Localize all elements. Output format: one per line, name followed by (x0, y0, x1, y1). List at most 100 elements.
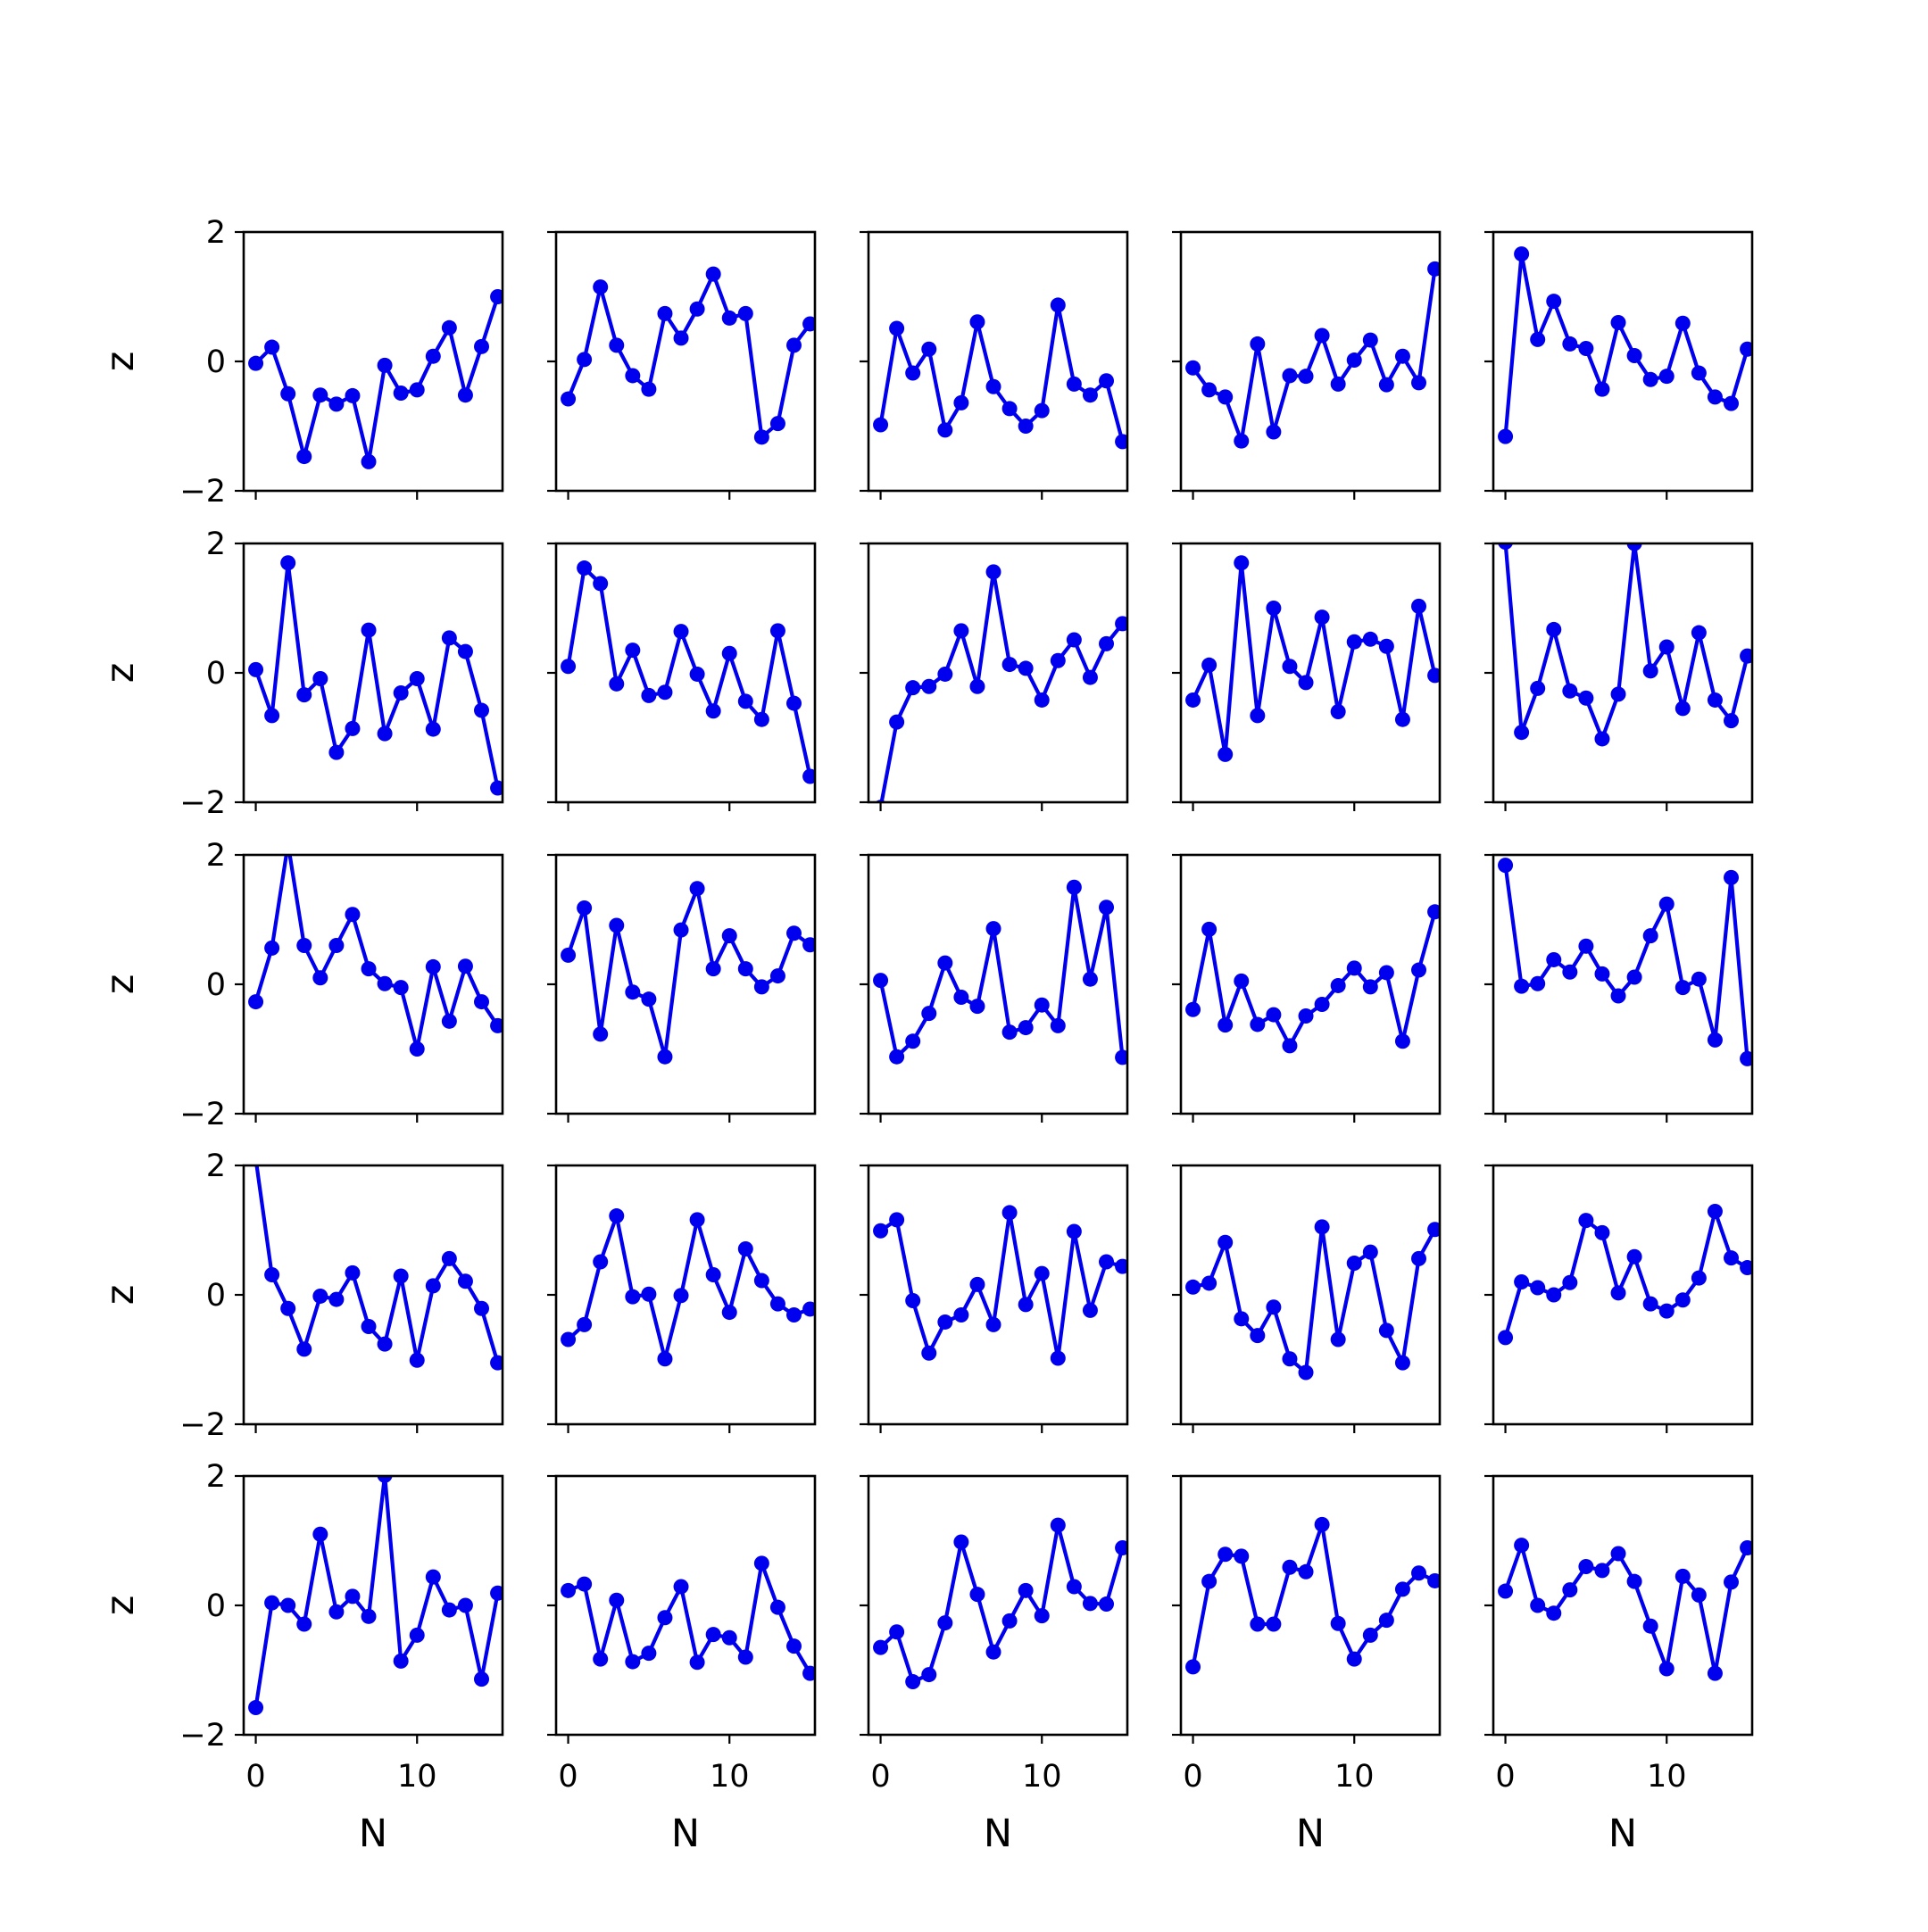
data-point-r4c2-11 (1050, 1517, 1066, 1533)
x-tick-label-r4c2-0: 0 (870, 1759, 890, 1795)
data-point-r2c1-1 (577, 900, 593, 916)
data-point-r4c3-8 (1314, 1516, 1330, 1532)
data-point-r3c4-4 (1562, 1274, 1578, 1290)
data-point-r1c3-15 (1427, 667, 1440, 684)
data-point-r3c4-11 (1675, 1292, 1691, 1308)
data-point-r0c2-10 (1034, 402, 1050, 419)
data-point-r3c0-10 (409, 1352, 425, 1368)
data-point-r4c3-6 (1282, 1559, 1298, 1575)
data-point-r3c2-12 (1066, 1223, 1082, 1240)
data-point-r3c1-5 (641, 1286, 657, 1302)
subplot-r0c2 (860, 230, 1129, 500)
series-r2c1 (561, 881, 815, 1065)
data-point-r1c4-2 (1530, 680, 1546, 696)
data-point-r4c0-3 (296, 1616, 312, 1632)
data-point-r0c4-8 (1626, 347, 1642, 363)
data-point-r2c0-5 (328, 938, 345, 953)
data-point-r3c4-2 (1530, 1280, 1546, 1296)
data-point-r4c4-0 (1498, 1583, 1514, 1599)
data-point-r3c2-13 (1082, 1302, 1098, 1318)
data-point-r2c1-5 (641, 991, 657, 1007)
data-point-r0c3-3 (1234, 433, 1250, 449)
series-r2c0 (248, 855, 503, 1057)
data-point-r0c2-8 (1001, 401, 1018, 417)
data-point-r1c0-3 (296, 687, 312, 703)
series-r0c3 (1185, 261, 1440, 449)
data-point-r3c3-6 (1282, 1351, 1298, 1367)
data-point-r4c2-10 (1034, 1608, 1050, 1624)
data-point-r4c4-8 (1626, 1573, 1642, 1589)
data-point-r3c4-7 (1610, 1285, 1626, 1301)
data-point-r4c2-5 (953, 1534, 969, 1550)
data-point-r4c3-13 (1394, 1581, 1410, 1597)
data-point-r4c0-6 (345, 1588, 361, 1604)
data-point-r3c4-1 (1514, 1274, 1530, 1289)
data-point-r0c1-9 (705, 266, 721, 282)
data-point-r4c1-9 (705, 1627, 721, 1643)
data-point-r3c2-6 (969, 1276, 985, 1292)
data-point-r3c1-11 (737, 1241, 753, 1257)
data-point-r2c3-8 (1314, 996, 1330, 1012)
data-point-r3c3-15 (1427, 1222, 1440, 1238)
data-point-r0c3-12 (1378, 377, 1394, 393)
data-point-r3c1-12 (753, 1273, 769, 1289)
data-point-r4c1-4 (625, 1654, 641, 1670)
data-point-r4c1-3 (609, 1592, 625, 1608)
data-point-r1c4-15 (1740, 648, 1752, 664)
series-line-r2c1 (566, 886, 811, 1059)
data-point-r3c2-15 (1115, 1258, 1127, 1274)
data-point-r0c0-6 (345, 387, 361, 403)
data-point-r3c3-4 (1250, 1328, 1266, 1344)
series-r1c1 (561, 560, 815, 784)
data-point-r0c2-7 (985, 378, 1001, 394)
data-point-r2c4-4 (1562, 964, 1578, 980)
data-point-r2c0-13 (457, 958, 473, 974)
data-point-r2c1-3 (609, 917, 625, 933)
data-point-r4c3-5 (1266, 1616, 1282, 1632)
data-point-r3c1-15 (802, 1301, 815, 1317)
data-point-r1c1-6 (657, 684, 673, 701)
data-point-r1c4-8 (1626, 543, 1642, 551)
data-point-r1c0-1 (264, 708, 280, 724)
data-point-r1c3-7 (1298, 675, 1314, 691)
data-point-r4c4-6 (1594, 1563, 1610, 1579)
series-r3c1 (561, 1208, 815, 1367)
data-point-r0c3-1 (1201, 382, 1217, 398)
data-point-r1c2-3 (921, 678, 937, 694)
data-point-r2c4-1 (1514, 978, 1530, 994)
data-point-r0c3-9 (1330, 376, 1346, 392)
data-point-r2c3-6 (1282, 1038, 1298, 1054)
data-point-r4c0-2 (280, 1597, 296, 1613)
data-point-r1c0-8 (377, 726, 393, 742)
subplot-r3c1 (547, 1164, 817, 1433)
data-point-r0c0-4 (312, 387, 328, 403)
data-point-r0c4-13 (1707, 389, 1723, 405)
data-point-r4c3-3 (1234, 1548, 1250, 1564)
series-line-r2c3 (1191, 911, 1437, 1048)
data-point-r2c4-9 (1642, 928, 1658, 944)
data-point-r1c3-0 (1185, 692, 1201, 708)
data-point-r1c0-0 (248, 661, 264, 677)
series-r2c2 (873, 879, 1127, 1066)
y-tick-label-r1c0-1: 0 (206, 656, 226, 692)
data-point-r2c2-1 (889, 1049, 905, 1065)
data-point-r2c0-4 (312, 970, 328, 986)
data-point-r1c4-0 (1498, 543, 1513, 551)
data-point-r2c2-7 (985, 921, 1001, 937)
series-r4c0 (248, 1476, 503, 1716)
series-line-r1c0 (253, 560, 500, 789)
data-point-r1c2-8 (1001, 657, 1018, 673)
data-point-r3c3-2 (1217, 1234, 1234, 1250)
data-point-r2c1-0 (561, 947, 577, 963)
series-r1c2 (875, 564, 1127, 802)
data-point-r3c1-1 (577, 1316, 593, 1332)
series-r3c2 (873, 1205, 1127, 1366)
data-point-r2c4-6 (1594, 966, 1610, 982)
subplot-r4c4: 0 10 N (1484, 1474, 1754, 1856)
data-point-r1c3-2 (1217, 746, 1234, 762)
data-point-r2c4-3 (1546, 951, 1562, 967)
x-tick-label-r4c1-1: 10 (710, 1759, 750, 1795)
data-point-r1c0-10 (409, 671, 425, 687)
data-point-r4c3-11 (1362, 1627, 1378, 1643)
data-point-r0c2-9 (1018, 419, 1034, 434)
